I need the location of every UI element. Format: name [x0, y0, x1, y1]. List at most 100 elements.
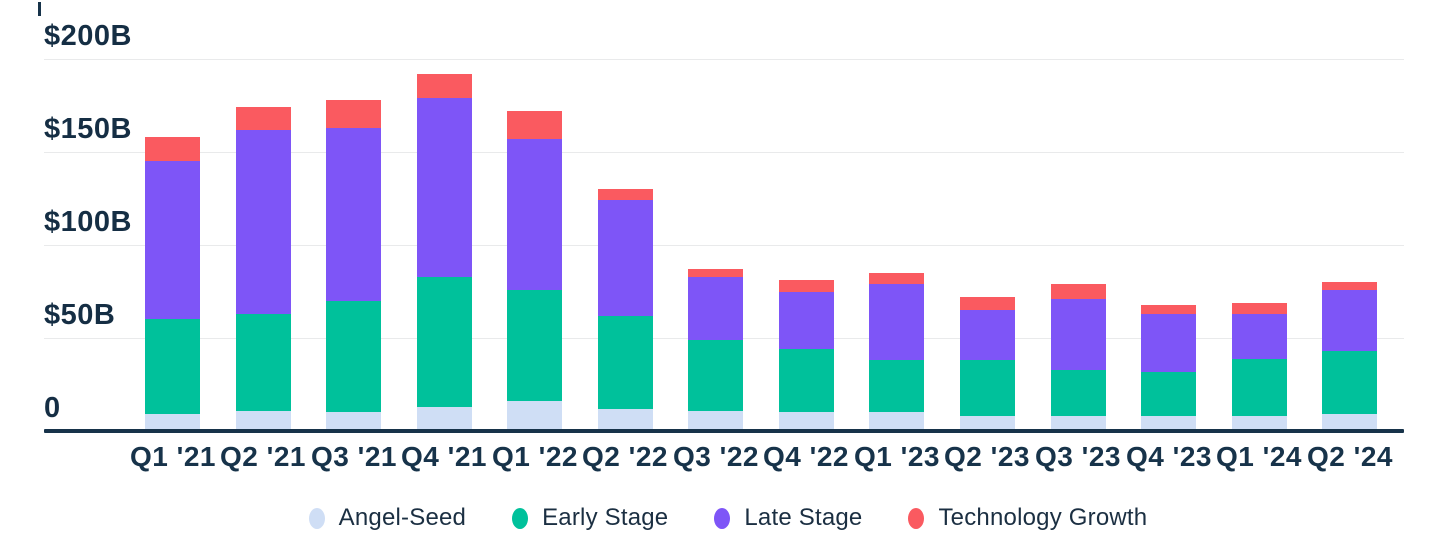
bar-segment-angel-seed-q3-22 [688, 410, 743, 431]
bar-segment-angel-seed-q4-21 [417, 406, 472, 431]
legend-label-late-stage: Late Stage [744, 504, 863, 531]
bar-segment-late-stage-q4-23 [1141, 314, 1196, 372]
bar-q2-23 [960, 297, 1015, 431]
bar-segment-technology-growth-q3-21 [326, 100, 381, 128]
x-axis-label-q1-22: Q1 '22 [492, 441, 578, 472]
bar-segment-technology-growth-q1-21 [145, 137, 200, 162]
bar-segment-technology-growth-q4-21 [417, 74, 472, 99]
x-axis-label-q3-22: Q3 '22 [673, 441, 759, 472]
legend-item-technology-growth: Technology Growth [908, 504, 1147, 532]
y-axis-label-0: 0 [44, 392, 61, 424]
bar-segment-late-stage-q3-23 [1051, 298, 1106, 370]
bar-segment-angel-seed-q2-22 [598, 408, 653, 431]
x-axis-label-q2-22: Q2 '22 [582, 441, 668, 472]
x-axis-label-q2-23: Q2 '23 [944, 441, 1030, 472]
bar-segment-angel-seed-q3-23 [1051, 416, 1106, 431]
bar-segment-angel-seed-q1-23 [869, 412, 924, 431]
bar-q4-22 [779, 280, 834, 431]
bar-segment-late-stage-q2-23 [960, 310, 1015, 361]
x-axis-label-q1-21: Q1 '21 [130, 441, 216, 472]
bar-segment-angel-seed-q1-21 [145, 414, 200, 431]
x-axis-label-q3-21: Q3 '21 [311, 441, 397, 472]
bar-q1-23 [869, 273, 924, 431]
bar-segment-early-stage-q4-22 [779, 349, 834, 413]
bar-segment-late-stage-q3-21 [326, 127, 381, 301]
legend-label-technology-growth: Technology Growth [938, 504, 1148, 531]
bar-segment-early-stage-q2-24 [1322, 351, 1377, 415]
chart-legend: Angel-Seed Early Stage Late Stage Technolog… [0, 504, 1456, 532]
legend-swatch-early-stage [512, 507, 529, 529]
bar-segment-technology-growth-q4-22 [779, 280, 834, 292]
bar-segment-technology-growth-q3-23 [1051, 284, 1106, 299]
bar-segment-technology-growth-q1-23 [869, 273, 924, 285]
bar-segment-angel-seed-q2-23 [960, 416, 1015, 431]
bar-segment-late-stage-q1-23 [869, 284, 924, 361]
bar-segment-early-stage-q1-22 [507, 289, 562, 402]
x-axis-label-q4-21: Q4 '21 [401, 441, 487, 472]
gridline-200b [44, 59, 1404, 60]
bar-segment-early-stage-q1-23 [869, 360, 924, 413]
bar-segment-late-stage-q3-22 [688, 276, 743, 340]
bar-segment-early-stage-q2-22 [598, 315, 653, 409]
x-axis-label-q4-23: Q4 '23 [1126, 441, 1212, 472]
y-axis-label-100b: $100B [44, 206, 132, 238]
bar-q2-24 [1322, 282, 1377, 431]
bar-q3-23 [1051, 284, 1106, 431]
bar-q2-22 [598, 189, 653, 431]
bar-segment-angel-seed-q2-24 [1322, 414, 1377, 431]
bar-segment-angel-seed-q3-21 [326, 412, 381, 431]
bar-segment-early-stage-q3-23 [1051, 369, 1106, 417]
bar-segment-late-stage-q1-24 [1232, 314, 1287, 359]
legend-label-angel-seed: Angel-Seed [338, 504, 467, 531]
x-axis-label-q4-22: Q4 '22 [763, 441, 849, 472]
bar-segment-late-stage-q1-21 [145, 161, 200, 320]
x-axis-label-q3-23: Q3 '23 [1035, 441, 1121, 472]
bar-segment-technology-growth-q1-24 [1232, 303, 1287, 315]
y-axis-label-50b: $50B [44, 299, 116, 331]
x-axis-label-q1-24: Q1 '24 [1216, 441, 1302, 472]
bar-segment-technology-growth-q2-24 [1322, 282, 1377, 290]
bar-segment-early-stage-q2-21 [236, 313, 291, 411]
legend-swatch-late-stage [714, 507, 731, 529]
bar-segment-technology-growth-q1-22 [507, 111, 562, 139]
bar-segment-technology-growth-q2-22 [598, 189, 653, 201]
bar-segment-early-stage-q3-22 [688, 339, 743, 411]
x-axis-label-q2-21: Q2 '21 [220, 441, 306, 472]
bar-segment-angel-seed-q2-21 [236, 410, 291, 431]
gridline-100b [44, 245, 1404, 246]
bar-segment-late-stage-q4-22 [779, 291, 834, 350]
bar-segment-early-stage-q3-21 [326, 300, 381, 413]
bar-q4-21 [417, 74, 472, 431]
bar-q3-22 [688, 269, 743, 431]
bar-segment-early-stage-q4-21 [417, 276, 472, 407]
bar-segment-early-stage-q2-23 [960, 360, 1015, 417]
legend-label-early-stage: Early Stage [542, 504, 669, 531]
legend-swatch-technology-growth [908, 507, 925, 529]
bar-q1-22 [507, 111, 562, 431]
bar-segment-angel-seed-q1-24 [1232, 416, 1287, 431]
bar-segment-early-stage-q1-24 [1232, 358, 1287, 417]
bar-segment-angel-seed-q1-22 [507, 401, 562, 431]
y-axis-label-200b: $200B [44, 20, 132, 52]
x-axis-line [44, 429, 1404, 433]
legend-swatch-angel-seed [308, 507, 325, 529]
bar-segment-technology-growth-q2-21 [236, 107, 291, 130]
bar-segment-early-stage-q4-23 [1141, 371, 1196, 417]
bar-segment-technology-growth-q2-23 [960, 297, 1015, 311]
bar-segment-technology-growth-q3-22 [688, 269, 743, 277]
bar-q3-21 [326, 100, 381, 431]
bar-segment-late-stage-q2-21 [236, 129, 291, 314]
y-axis-label-150b: $150B [44, 113, 132, 145]
bar-segment-late-stage-q2-24 [1322, 289, 1377, 352]
x-axis-label-q2-24: Q2 '24 [1307, 441, 1393, 472]
legend-item-angel-seed: Angel-Seed [308, 504, 467, 532]
bar-segment-late-stage-q1-22 [507, 138, 562, 290]
bar-q1-21 [145, 137, 200, 431]
bar-segment-angel-seed-q4-22 [779, 412, 834, 431]
legend-item-early-stage: Early Stage [512, 504, 668, 532]
bar-q4-23 [1141, 305, 1196, 431]
bar-segment-late-stage-q4-21 [417, 98, 472, 277]
bar-segment-technology-growth-q4-23 [1141, 305, 1196, 315]
y-axis-top-tick [38, 2, 41, 16]
